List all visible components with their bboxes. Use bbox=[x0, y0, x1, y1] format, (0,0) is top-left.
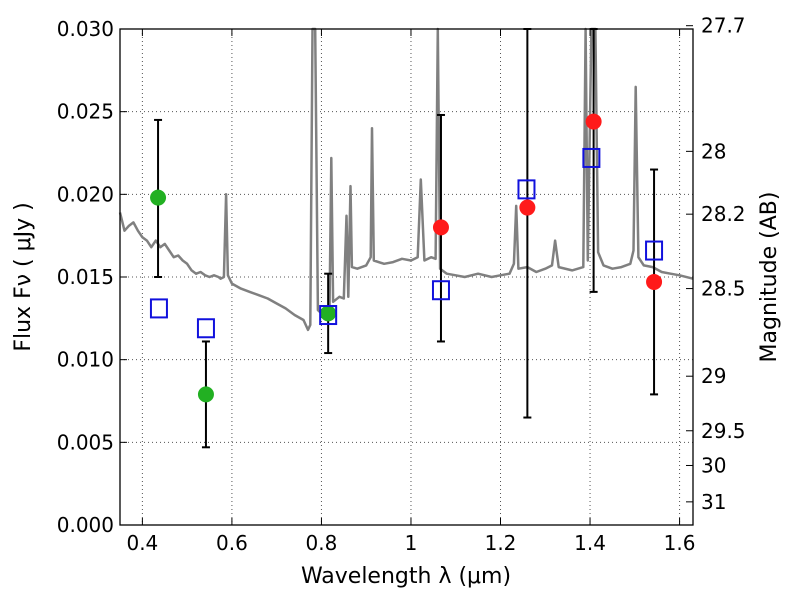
blue-square-point bbox=[149, 298, 168, 319]
y-tick-label: 0.000 bbox=[57, 513, 114, 537]
y-tick-label: 0.020 bbox=[57, 182, 114, 206]
spectrum-series bbox=[118, 27, 694, 332]
magnitude-tick-label: 27.7 bbox=[701, 14, 746, 38]
ticks: 0.4 0.6 0.8 1 1.2 1.4 1.6 0.000 0.005 0.010 0.015 0… bbox=[57, 14, 746, 555]
x-tick-label: 1.4 bbox=[574, 531, 606, 555]
y-tick-label: 0.005 bbox=[57, 430, 114, 454]
red-circle-point bbox=[432, 219, 449, 236]
plot-frame bbox=[119, 28, 694, 526]
magnitude-tick-label: 30 bbox=[701, 453, 726, 477]
x-tick-label: 0.8 bbox=[306, 531, 338, 555]
red-circle-point bbox=[519, 199, 536, 216]
grid bbox=[120, 29, 693, 525]
green-circle-point bbox=[197, 386, 214, 403]
spectrum-line bbox=[118, 27, 694, 332]
y-axis-label-right: Magnitude (AB) bbox=[757, 192, 782, 363]
blue-square-point bbox=[582, 147, 601, 168]
blue-square-point bbox=[431, 280, 450, 301]
magnitude-tick-label: 31 bbox=[701, 490, 726, 514]
magnitude-tick-label: 28 bbox=[701, 139, 726, 163]
magnitude-tick-label: 28.5 bbox=[701, 277, 746, 301]
x-tick-label: 1.2 bbox=[485, 531, 517, 555]
blue-square-point bbox=[517, 179, 536, 200]
y-axis-label: Flux Fν ( μJy ) bbox=[11, 202, 36, 351]
red-circle-point bbox=[585, 113, 602, 130]
y-tick-label: 0.010 bbox=[57, 348, 114, 372]
x-tick-label: 0.4 bbox=[126, 531, 158, 555]
magnitude-tick-label: 28.2 bbox=[701, 202, 746, 226]
magnitude-tick-label: 29.5 bbox=[701, 419, 746, 443]
blue-square-point bbox=[319, 305, 338, 326]
x-tick-label: 1 bbox=[405, 531, 418, 555]
red-circle-point bbox=[646, 273, 663, 290]
green-circle-point bbox=[150, 189, 167, 206]
x-tick-label: 0.6 bbox=[216, 531, 248, 555]
green-circle-point bbox=[320, 305, 337, 322]
x-tick-label: 1.6 bbox=[664, 531, 696, 555]
magnitude-tick-label: 29 bbox=[701, 364, 726, 388]
y-tick-label: 0.030 bbox=[57, 17, 114, 41]
blue-square-point bbox=[645, 240, 664, 261]
y-tick-label: 0.015 bbox=[57, 265, 114, 289]
x-axis-label: Wavelength λ (μm) bbox=[301, 564, 511, 589]
blue-square-point bbox=[196, 318, 215, 339]
data-points bbox=[149, 28, 664, 449]
y-tick-label: 0.025 bbox=[57, 100, 114, 124]
